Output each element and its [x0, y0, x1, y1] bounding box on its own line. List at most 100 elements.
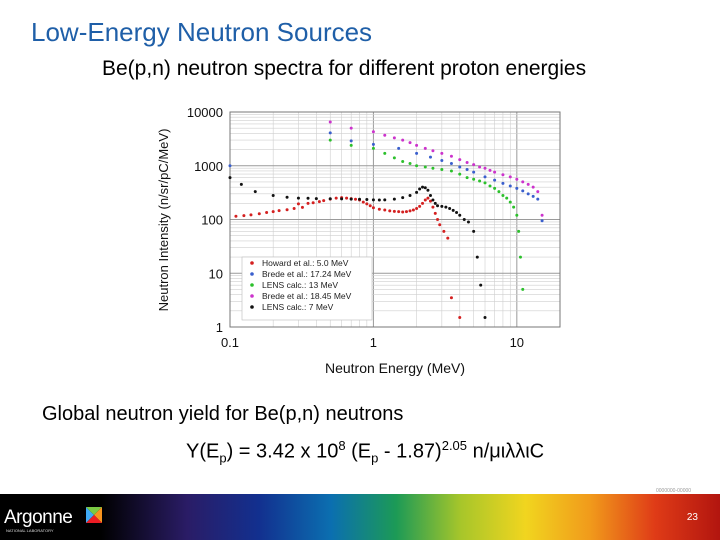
data-point: [397, 146, 401, 150]
data-point: [483, 175, 487, 179]
data-point: [479, 283, 483, 287]
data-point: [508, 175, 512, 179]
data-point: [483, 166, 487, 170]
data-point: [438, 223, 442, 227]
data-point: [228, 176, 232, 180]
plot-frame: [229, 111, 561, 328]
data-point: [345, 196, 349, 200]
data-point: [306, 196, 310, 200]
data-point: [349, 143, 353, 147]
legend-marker: [250, 305, 254, 309]
data-point: [314, 197, 318, 201]
data-point: [253, 190, 257, 194]
data-point: [228, 164, 232, 168]
data-point: [478, 165, 482, 169]
data-point: [521, 189, 525, 193]
data-point: [526, 192, 530, 196]
data-point: [418, 187, 422, 191]
formula-sub: p: [371, 450, 379, 466]
data-point: [423, 165, 427, 169]
grid-layer: [229, 111, 561, 328]
data-point: [433, 201, 437, 205]
data-point: [448, 207, 452, 211]
y-tick-label: 10000: [187, 105, 223, 120]
data-point: [411, 208, 415, 212]
data-point: [458, 213, 462, 217]
data-point: [428, 199, 432, 203]
formula-part: ) = 3.42 x 10: [226, 440, 339, 463]
data-point: [277, 209, 281, 213]
formula-part: n/μιλλιC: [467, 440, 545, 463]
data-point: [328, 131, 332, 135]
data-point: [536, 197, 540, 201]
legend-marker: [250, 261, 254, 265]
data-point: [271, 193, 275, 197]
data-point: [458, 172, 462, 176]
data-point: [458, 158, 462, 162]
formula-sup: 8: [338, 438, 346, 453]
data-point: [239, 182, 243, 186]
data-point: [431, 166, 435, 170]
data-point: [292, 207, 296, 211]
argonne-triangle-icon: [86, 507, 102, 523]
data-point: [440, 159, 444, 163]
data-point: [328, 120, 332, 124]
data-point: [383, 208, 387, 212]
data-point: [271, 210, 275, 214]
data-point: [540, 219, 544, 223]
formula-part: (E: [345, 440, 372, 463]
data-point: [265, 210, 269, 214]
data-point: [512, 205, 516, 209]
data-point: [536, 190, 540, 194]
data-point: [371, 146, 375, 150]
data-point: [488, 184, 492, 188]
data-point: [415, 207, 419, 211]
data-point: [349, 197, 353, 201]
data-point: [423, 146, 427, 150]
data-point: [300, 205, 304, 209]
data-point: [436, 218, 440, 221]
data-point: [440, 151, 444, 155]
data-point: [531, 194, 535, 198]
y-axis-label: Neutron Intensity (n/sr/pC/MeV): [156, 129, 171, 312]
data-point: [377, 198, 381, 202]
x-tick-label: 1: [370, 335, 377, 350]
data-point: [296, 196, 300, 200]
data-point: [465, 168, 469, 172]
logo-text: Argonne: [4, 507, 73, 528]
formula-sub: p: [219, 450, 227, 466]
data-point: [493, 178, 497, 182]
data-point: [501, 193, 505, 197]
data-point: [383, 133, 387, 137]
data-point: [540, 213, 544, 217]
data-point: [446, 236, 450, 240]
series: [228, 131, 544, 223]
data-point: [455, 210, 459, 214]
data-point: [449, 296, 453, 300]
data-point: [449, 162, 453, 166]
legend-marker: [250, 294, 254, 298]
data-point: [328, 138, 332, 142]
data-point: [440, 168, 444, 172]
data-point: [383, 198, 387, 202]
data-point: [371, 142, 375, 146]
data-point: [488, 168, 492, 172]
data-point: [401, 138, 405, 142]
data-point: [462, 218, 466, 221]
data-point: [472, 163, 476, 167]
data-point: [423, 186, 427, 190]
data-point: [361, 200, 365, 204]
data-point: [475, 255, 479, 259]
data-point: [388, 209, 392, 213]
data-point: [465, 176, 469, 180]
data-point: [451, 208, 455, 212]
data-point: [423, 198, 427, 202]
x-tick-label: 10: [510, 335, 524, 350]
data-point: [472, 170, 476, 174]
data-point: [515, 213, 519, 217]
data-point: [418, 204, 422, 208]
data-point: [497, 190, 501, 194]
data-point: [334, 196, 338, 200]
